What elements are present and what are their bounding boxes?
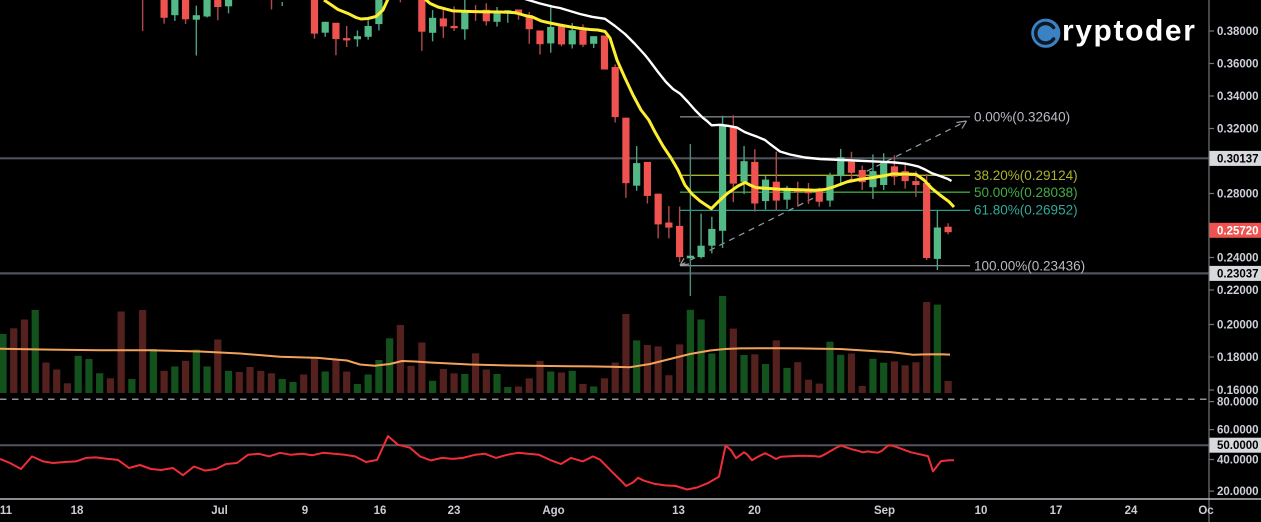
svg-text:0.38000: 0.38000 <box>1217 26 1259 38</box>
svg-text:0.23037: 0.23037 <box>1217 268 1259 280</box>
svg-text:0.16000: 0.16000 <box>1217 385 1259 397</box>
svg-text:0.22000: 0.22000 <box>1217 285 1259 297</box>
svg-text:Sep: Sep <box>874 505 895 517</box>
svg-text:9: 9 <box>302 505 308 517</box>
svg-text:0.25720: 0.25720 <box>1217 225 1259 237</box>
svg-text:20: 20 <box>748 505 761 517</box>
svg-text:Jul: Jul <box>211 505 228 517</box>
svg-text:0.28000: 0.28000 <box>1217 189 1259 201</box>
svg-text:0.20000: 0.20000 <box>1217 320 1259 332</box>
svg-text:60.0000: 60.0000 <box>1217 425 1259 437</box>
svg-text:10: 10 <box>975 505 988 517</box>
svg-text:50.0000: 50.0000 <box>1217 440 1259 452</box>
svg-text:18: 18 <box>71 505 84 517</box>
svg-text:23: 23 <box>448 505 461 517</box>
svg-text:24: 24 <box>1125 505 1138 517</box>
svg-text:13: 13 <box>672 505 685 517</box>
svg-text:0.32000: 0.32000 <box>1217 124 1259 136</box>
svg-text:0.30137: 0.30137 <box>1217 153 1259 165</box>
svg-text:16: 16 <box>374 505 387 517</box>
svg-text:0.00%(0.32640): 0.00%(0.32640) <box>974 110 1070 125</box>
svg-text:ryptoder: ryptoder <box>1062 15 1197 48</box>
svg-text:80.0000: 80.0000 <box>1217 397 1259 409</box>
svg-text:0.34000: 0.34000 <box>1217 91 1259 103</box>
svg-text:100.00%(0.23436): 100.00%(0.23436) <box>974 259 1085 274</box>
svg-text:50.00%(0.28038): 50.00%(0.28038) <box>974 185 1078 200</box>
svg-text:38.20%(0.29124): 38.20%(0.29124) <box>974 168 1078 183</box>
svg-text:17: 17 <box>1050 505 1063 517</box>
svg-text:Oc: Oc <box>1198 505 1214 517</box>
svg-text:40.0000: 40.0000 <box>1217 455 1259 467</box>
svg-text:11: 11 <box>0 505 13 517</box>
svg-text:0.24000: 0.24000 <box>1217 253 1259 265</box>
svg-text:Ago: Ago <box>542 505 564 517</box>
svg-text:0.18000: 0.18000 <box>1217 352 1259 364</box>
svg-text:20.0000: 20.0000 <box>1217 486 1259 498</box>
svg-text:0.36000: 0.36000 <box>1217 59 1259 71</box>
svg-text:61.80%(0.26952): 61.80%(0.26952) <box>974 203 1078 218</box>
